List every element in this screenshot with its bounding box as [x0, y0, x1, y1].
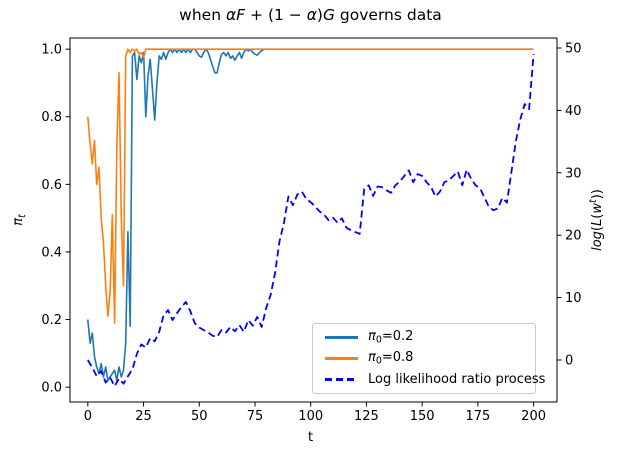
legend-item: Log likelihood ratio process — [325, 369, 545, 390]
x-tick-label: 175 — [465, 409, 490, 424]
legend-line-sample — [325, 336, 358, 339]
legend: π0=0.2 π0=0.8 Log likelihood ratio process — [312, 323, 545, 394]
x-tick-label: 150 — [410, 409, 435, 424]
x-tick-label: 25 — [135, 409, 152, 424]
y-right-tick-label: 40 — [565, 104, 582, 119]
x-tick-label: 0 — [84, 409, 92, 424]
series-log-likelihood-ratio-line — [87, 54, 535, 388]
y-right-tick-label: 0 — [565, 354, 573, 369]
y-right-tick-label: 20 — [565, 229, 582, 244]
series-lines — [87, 48, 535, 388]
legend-label: π0=0.8 — [368, 350, 414, 367]
y-right-tick-label: 50 — [565, 41, 582, 56]
plot-frame — [69, 37, 558, 403]
legend-line-sample — [325, 357, 358, 360]
legend-item: π0=0.8 — [325, 348, 535, 369]
x-tick-label: 50 — [191, 409, 208, 424]
legend-dashed-line-sample — [325, 378, 358, 381]
x-axis-label: t — [307, 430, 314, 445]
legend-label: Log likelihood ratio process — [368, 372, 546, 387]
axes: 0 25 50 75 100 125 150 175 2000.00.20.40.60.81.0… — [41, 37, 582, 424]
y-left-tick-label: 0.6 — [41, 178, 62, 193]
y-right-axis-label: log(L(wt)) — [588, 189, 605, 251]
y-left-tick-label: 0.0 — [41, 381, 62, 396]
series-pi0-08-line — [87, 48, 534, 324]
y-left-tick-label: 1.0 — [41, 43, 62, 58]
y-right-tick-label: 30 — [565, 166, 582, 181]
x-tick-label: 200 — [521, 409, 546, 424]
x-tick-label: 100 — [298, 409, 323, 424]
series-pi0-02-line — [87, 48, 267, 382]
chart-title: when αF + (1 − α)G governs data — [179, 6, 442, 24]
y-left-axis-label: πt — [11, 213, 28, 226]
x-tick-label: 75 — [247, 409, 264, 424]
legend-item: π0=0.2 — [325, 327, 535, 348]
axis-labels: πt log(L(wt)) — [11, 189, 605, 251]
y-left-tick-label: 0.2 — [41, 313, 62, 328]
y-right-tick-label: 10 — [565, 291, 582, 306]
y-left-tick-label: 0.8 — [41, 110, 62, 125]
y-left-tick-label: 0.4 — [41, 245, 62, 260]
legend-label: π0=0.2 — [368, 329, 414, 346]
x-tick-label: 125 — [354, 409, 379, 424]
